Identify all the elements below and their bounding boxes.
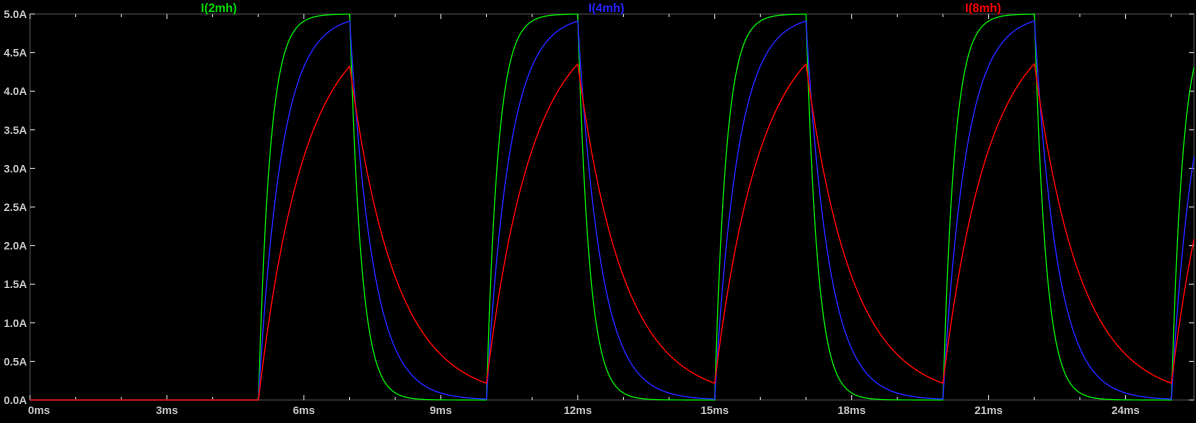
y-axis-tick-label: 5.0A — [4, 9, 27, 21]
x-axis-tick-label: 12ms — [564, 405, 592, 417]
y-axis-tick-label: 0.5A — [4, 356, 27, 368]
y-axis-tick-label: 4.5A — [4, 48, 27, 60]
y-axis-tick-label: 4.0A — [4, 86, 27, 98]
y-axis-tick-label: 3.5A — [4, 125, 27, 137]
x-axis-tick-label: 0ms — [28, 405, 50, 417]
x-axis-tick-label: 9ms — [430, 405, 452, 417]
x-axis-tick-label: 21ms — [975, 405, 1003, 417]
y-axis-tick-label: 1.0A — [4, 318, 27, 330]
legend-trace-i2mh[interactable]: I(2mh) — [200, 1, 237, 15]
y-axis-tick-label: 3.0A — [4, 163, 27, 175]
y-axis-tick-label: 2.5A — [4, 202, 27, 214]
x-axis-tick-label: 15ms — [701, 405, 729, 417]
x-axis-tick-label: 6ms — [293, 405, 315, 417]
legend-trace-i8mh[interactable]: I(8mh) — [965, 1, 1002, 15]
trace-i8mh[interactable] — [29, 63, 1195, 401]
x-axis-tick-label: 24ms — [1111, 405, 1139, 417]
y-axis-tick-label: 2.0A — [4, 241, 27, 253]
legend-trace-i4mh[interactable]: I(4mh) — [588, 1, 625, 15]
x-axis-tick-label: 18ms — [838, 405, 866, 417]
x-axis-tick-label: 3ms — [156, 405, 178, 417]
y-axis-tick-label: 1.5A — [4, 279, 27, 291]
y-axis-tick-label: 0.0A — [4, 395, 27, 407]
